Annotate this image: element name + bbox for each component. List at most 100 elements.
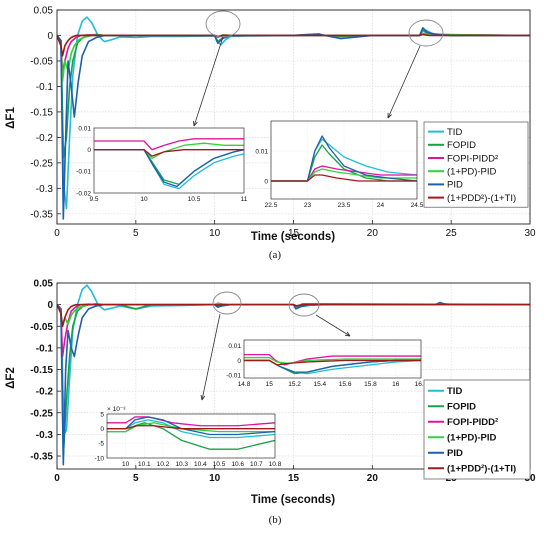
inset-y-tick-label: -10 [95,455,105,462]
inset-x-tick-label: 15 [266,381,274,388]
inset-series-line--1-pd-pid [107,422,275,433]
series-group [57,16,530,220]
inset-x-tick-label: 16 [392,381,400,388]
zoom-arrow [201,313,221,401]
inset-x-tick-label: 15.4 [314,381,327,388]
inset-y-tick-label: -5 [98,441,104,448]
chart-panel-a: 0 5 10 15 20 25 30 0.05 0 -0.05 -0.1 -0.15 -0.2 -0.25… [5,6,536,262]
inset-y-tick-label: 0 [237,358,241,365]
y-tick-label: -0.15 [30,107,53,118]
inset-y-tick-label: 5 [100,411,104,418]
inset-x-tick-label: 15.2 [288,381,301,388]
y-axis-label: ΔF1 [5,107,17,129]
y-tick-label: -0.1 [36,82,54,93]
inset-x-tick-label: 24.5 [411,202,424,209]
zoom-arrow [387,45,421,119]
legend-label: TID [447,127,462,138]
inset-series-line-pid [271,135,417,182]
zoom-ellipse [212,291,242,315]
legend-box [423,379,531,480]
inset-x-tick-label: 10 [140,196,148,203]
inset-y-tick-label: 0.01 [228,343,241,350]
legend-label: (1+PD)-PID [447,433,496,444]
series-group [57,284,530,466]
legend-label: FOPID [447,140,476,151]
x-tick-label: 5 [133,473,139,484]
x-tick-label: 30 [524,228,536,239]
inset-area [107,414,275,458]
inset-x-tick-label: 22.5 [265,202,278,209]
y-tick-label: -0.15 [30,365,53,376]
y-tick-label: -0.35 [30,452,53,463]
inset-x-tick-label: 10.5 [188,196,201,203]
legend-label: (1+PDD²)-(1+TI) [447,464,516,475]
inset-x-tick-label: 10.6 [231,461,244,468]
inset-y-tick-label: 0.01 [78,125,91,132]
zoom-arrowhead [193,120,198,127]
inset-series-group [107,416,275,450]
inset-series-line--1-pdd-1-ti- [94,149,244,157]
x-tick-label: 20 [367,473,379,484]
y-tick-label: 0 [47,31,53,42]
inset-y-tick-label: 0 [87,147,91,154]
inset-x-tick-label: 10.7 [250,461,263,468]
inset-x-tick-label: 9.5 [89,196,98,203]
legend-label: FOPI-PIDD² [447,417,498,428]
panel-caption: (b) [269,514,282,526]
x-tick-label: 0 [54,228,60,239]
series-line--1-pdd-1-ti- [57,303,530,328]
legend: TID FOPID FOPI-PIDD² (1+PD)-PID PID (1+PDD²)-… [423,121,529,208]
y-tick-label: -0.05 [30,56,53,67]
zoom-arrowhead [344,331,351,337]
inset-series-group [244,353,421,375]
inset-series-line-pid [107,416,275,436]
x-tick-label: 15 [288,473,300,484]
legend: TID FOPID FOPI-PIDD² (1+PD)-PID PID (1+PDD²)-… [423,379,531,480]
panel-caption: (a) [269,249,282,261]
plot-frame [56,9,531,225]
y-tick-label: 0 [47,300,53,311]
inset-series-line-fopi-pidd- [244,353,421,366]
inset-x-tick-label: 15.8 [364,381,377,388]
inset-y-tick-label: -0.01 [76,169,91,176]
inset-x-tick-label: 10.3 [175,461,188,468]
legend-box [423,121,529,208]
inset-plot: 10 10.1 10.2 10.3 10.4 10.5 10.6 10.7 10.8 5 0 -5 -1… [95,406,282,468]
x-tick-label: 10 [209,473,221,484]
y-axis-label: ΔF2 [5,367,17,389]
inset-x-tick-label: 15.6 [339,381,352,388]
x-tick-label: 10 [209,228,221,239]
y-tick-label: -0.2 [36,133,54,144]
legend-label: TID [447,386,462,397]
inset-x-tick-label: 10.2 [157,461,170,468]
chart-panel-b: 0510152025300.050-0.05-0.1-0.15-0.2-0.25… [5,279,536,527]
series-line--1-pdd-1-ti- [57,33,530,57]
inset-plot: 14.8 15 15.2 15.4 15.6 15.8 16 16.2 0.01 0 -0.01 [226,339,428,388]
x-axis-label: Time (seconds) [251,494,335,506]
inset-x-tick-label: 10.4 [194,461,207,468]
y-tick-label: 0.05 [34,6,54,17]
inset-frame [106,413,276,459]
inset-x-tick-label: 10.1 [138,461,151,468]
inset-x-tick-label: 23 [304,202,312,209]
inset-y-tick-label: 0 [100,426,104,433]
inset-exponent-label: × 10⁻³ [107,406,126,413]
inset-frame [270,120,418,200]
inset-frame [243,339,422,379]
y-tick-label: -0.25 [30,158,53,169]
zoom-arrow [193,36,224,127]
x-axis-label: Time (seconds) [251,231,335,243]
inset-x-tick-label: 10.5 [213,461,226,468]
y-tick-label: -0.35 [30,209,53,220]
legend-label: FOPI-PIDD² [447,153,498,164]
inset-y-tick-label: -0.01 [226,372,241,379]
inset-plot: 22.5 23 23.5 24 24.5 0.01 0 [255,120,424,209]
inset-y-tick-label: -0.02 [76,190,91,197]
y-tick-label: -0.1 [36,343,54,354]
inset-x-tick-label: 14.8 [238,381,251,388]
legend-label: FOPID [447,402,476,413]
inset-x-tick-label: 16.2 [415,381,428,388]
inset-x-tick-label: 11 [241,196,248,203]
legend-label: PID [447,180,463,191]
